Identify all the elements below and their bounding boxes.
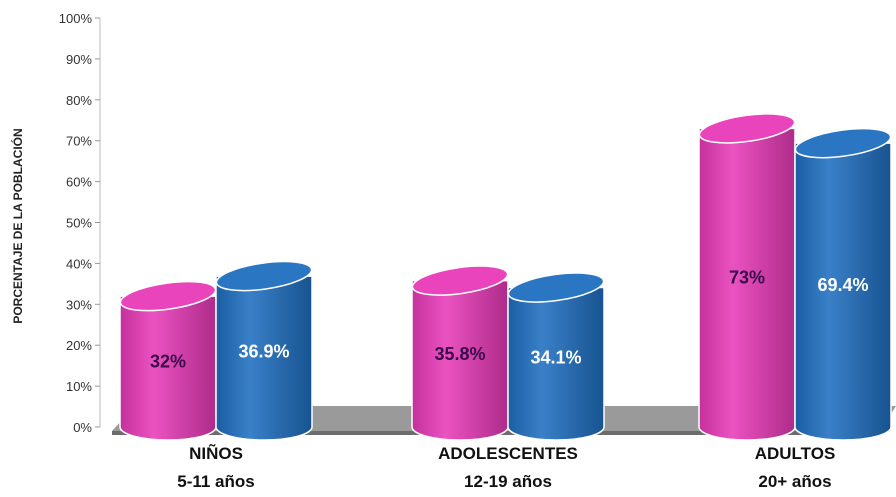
- bar: [698, 113, 796, 441]
- category-label: ADULTOS: [755, 444, 836, 463]
- y-tick-label: 30%: [66, 297, 92, 312]
- y-tick-label: 60%: [66, 175, 92, 190]
- bar-body: [215, 275, 313, 441]
- bar: [794, 127, 892, 441]
- bar: [411, 265, 509, 441]
- bar-top: [698, 113, 796, 144]
- y-tick-label: 100%: [59, 11, 93, 26]
- y-tick-label: 40%: [66, 256, 92, 271]
- bar-body: [794, 142, 892, 441]
- data-label: 69.4%: [817, 275, 868, 295]
- category-sublabel: 12-19 años: [464, 472, 552, 491]
- bar-body: [507, 286, 605, 441]
- category-label: NIÑOS: [189, 443, 243, 463]
- y-tick-label: 0%: [73, 420, 92, 435]
- data-label: 73%: [729, 268, 765, 288]
- bar-body: [698, 127, 796, 441]
- y-tick-label: 20%: [66, 338, 92, 353]
- y-tick-label: 90%: [66, 52, 92, 67]
- bar: [215, 260, 313, 441]
- data-labels: 32% 36.9% 35.8% 34.1% 73% 69.4%: [150, 268, 869, 372]
- category-sublabel: 5-11 años: [177, 472, 255, 491]
- y-axis-label: PORCENTAJE DE LA POBLACIÓN: [10, 128, 25, 323]
- y-axis: 0% 10% 20% 30% 40% 50% 60% 70% 80% 90% 100%: [59, 11, 101, 435]
- bars: [119, 113, 892, 441]
- data-label: 36.9%: [238, 342, 289, 362]
- category-labels: NIÑOS 5-11 años ADOLESCENTES 12-19 años ADUL…: [177, 443, 835, 491]
- bar-top: [794, 127, 892, 159]
- bar-top: [411, 265, 509, 296]
- category-label: ADOLESCENTES: [438, 444, 578, 463]
- data-label: 32%: [150, 352, 186, 372]
- data-label: 34.1%: [530, 347, 581, 367]
- bar-top: [507, 272, 605, 303]
- bar-body: [119, 295, 217, 441]
- category-sublabel: 20+ años: [758, 472, 831, 491]
- data-label: 35.8%: [434, 344, 485, 364]
- bar: [119, 280, 217, 441]
- bar: [507, 272, 605, 441]
- y-tick-label: 10%: [66, 379, 92, 394]
- bar-top: [215, 260, 313, 292]
- y-tick-label: 80%: [66, 93, 92, 108]
- y-tick-label: 70%: [66, 134, 92, 149]
- y-tick-label: 50%: [66, 216, 92, 231]
- bar-body: [411, 279, 509, 441]
